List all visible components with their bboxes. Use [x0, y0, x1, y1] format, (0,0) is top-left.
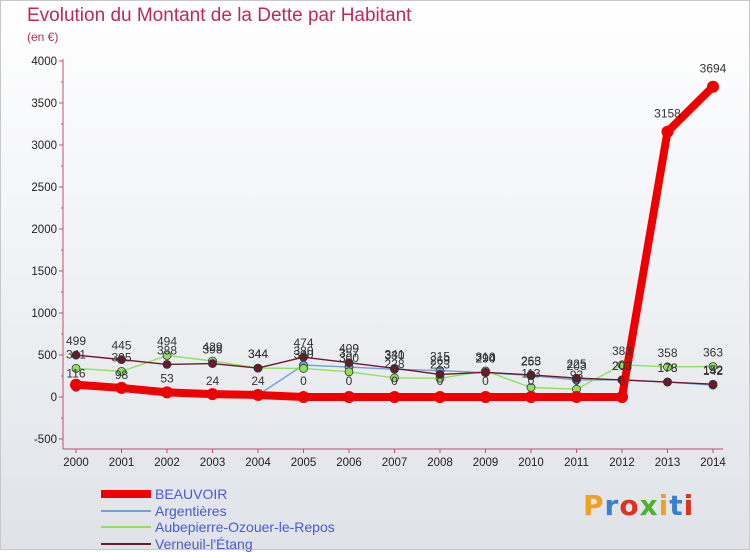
- data-label-1-2: 53: [160, 372, 174, 386]
- data-label-3-3: 398: [202, 343, 222, 357]
- data-label-2-0: 341: [66, 347, 86, 361]
- y-tick-label: 3000: [31, 140, 57, 152]
- data-label-3-9: 294: [475, 351, 495, 365]
- data-point-3-13: [664, 378, 672, 386]
- data-label-3-10: 263: [521, 354, 541, 368]
- data-point-0-11: [571, 391, 583, 403]
- data-point-0-8: [434, 391, 446, 403]
- data-point-2-5: [300, 364, 308, 372]
- data-label-2-12: 383: [612, 344, 632, 358]
- data-point-0-5: [298, 391, 310, 403]
- legend-label: Argentières: [155, 503, 227, 519]
- data-point-0-4: [252, 389, 264, 401]
- x-tick-label: 2003: [200, 457, 226, 469]
- data-label-1-0: 116: [66, 366, 85, 380]
- data-label-0-13: 3158: [654, 107, 681, 121]
- x-tick-label: 2001: [109, 457, 135, 469]
- legend-swatch: [101, 543, 151, 545]
- data-point-0-2: [161, 386, 173, 398]
- x-tick-label: 2012: [609, 457, 635, 469]
- legend-label: Verneuil-l'Étang: [155, 536, 253, 552]
- x-tick-label: 2010: [518, 457, 544, 469]
- data-point-0-3: [207, 388, 219, 400]
- x-tick-label: 2007: [382, 457, 408, 469]
- legend-swatch: [101, 510, 151, 512]
- data-label-3-14: 152: [703, 363, 723, 377]
- data-label-3-11: 225: [566, 357, 586, 371]
- legend-swatch: [101, 526, 151, 528]
- data-point-0-9: [480, 391, 492, 403]
- legend-item-0: BEAUVOIR: [101, 486, 335, 503]
- y-tick-label: 1500: [31, 266, 57, 278]
- data-point-0-13: [662, 126, 674, 138]
- data-label-2-13: 358: [657, 346, 677, 360]
- y-tick-label: 2000: [31, 224, 57, 236]
- data-point-0-7: [389, 391, 401, 403]
- data-label-1-4: 24: [251, 374, 265, 388]
- legend-swatch: [101, 490, 151, 498]
- data-label-zero-12: 0: [619, 374, 626, 388]
- data-label-2-14: 363: [703, 346, 723, 360]
- legend-label: BEAUVOIR: [155, 486, 227, 502]
- x-tick-label: 2000: [63, 457, 89, 469]
- y-tick-label: 2500: [31, 182, 57, 194]
- x-tick-label: 2014: [700, 457, 726, 469]
- data-point-0-1: [116, 382, 128, 394]
- x-tick-label: 2002: [154, 457, 180, 469]
- data-label-3-1: 445: [111, 339, 131, 353]
- axes: -500 0 500 1000 1500 2000 2500 3000 3500 4000 2000…: [31, 56, 726, 469]
- data-point-3-14: [709, 380, 717, 388]
- data-label-zero-7: 0: [391, 374, 398, 388]
- legend-label: Aubepierre-Ozouer-le-Repos: [155, 519, 335, 535]
- y-tick-label: 500: [38, 350, 57, 362]
- proxiti-logo: Proxiti: [583, 489, 694, 522]
- data-label-3-8: 269: [430, 353, 450, 367]
- x-tick-label: 2011: [564, 457, 589, 469]
- data-label-zero-5: 0: [300, 374, 307, 388]
- data-label-3-13: 178: [657, 361, 677, 375]
- data-label-3-6: 409: [339, 342, 359, 356]
- data-point-3-3: [209, 360, 217, 368]
- data-label-3-0: 499: [66, 334, 86, 348]
- data-label-zero-9: 0: [482, 374, 489, 388]
- data-label-zero-6: 0: [346, 374, 353, 388]
- y-tick-label: -500: [34, 434, 57, 446]
- data-label-3-4: 344: [248, 347, 268, 361]
- y-tick-label: 4000: [31, 56, 57, 68]
- y-tick-label: 0: [51, 392, 57, 404]
- x-tick-label: 2005: [291, 457, 317, 469]
- data-label-1-1: 98: [115, 368, 129, 382]
- x-tick-label: 2013: [655, 457, 681, 469]
- data-label-3-5: 474: [293, 336, 313, 350]
- data-label-3-2: 388: [157, 343, 177, 357]
- legend-item-2: Aubepierre-Ozouer-le-Repos: [101, 519, 335, 536]
- y-tick-label: 1000: [31, 308, 57, 320]
- x-tick-label: 2009: [473, 457, 499, 469]
- x-tick-label: 2004: [245, 457, 271, 469]
- x-tick-label: 2008: [427, 457, 453, 469]
- data-label-0-14: 3694: [700, 62, 727, 76]
- data-label-zero-10: 0: [528, 374, 535, 388]
- data-label-1-3: 24: [206, 374, 220, 388]
- x-tick-label: 2006: [336, 457, 362, 469]
- data-point-0-14: [707, 81, 719, 93]
- data-label-zero-11: 0: [573, 374, 580, 388]
- y-tick-label: 3500: [31, 98, 57, 110]
- data-point-0-6: [343, 391, 355, 403]
- data-point-0-0: [70, 379, 82, 391]
- data-label-zero-8: 0: [437, 374, 444, 388]
- data-point-3-4: [254, 364, 262, 372]
- data-label-3-7: 341: [384, 347, 404, 361]
- data-label-3-12: 203: [612, 359, 632, 373]
- legend-item-1: Argentières: [101, 503, 335, 520]
- data-point-0-10: [525, 391, 537, 403]
- data-point-3-2: [163, 360, 171, 368]
- data-point-0-12: [616, 391, 628, 403]
